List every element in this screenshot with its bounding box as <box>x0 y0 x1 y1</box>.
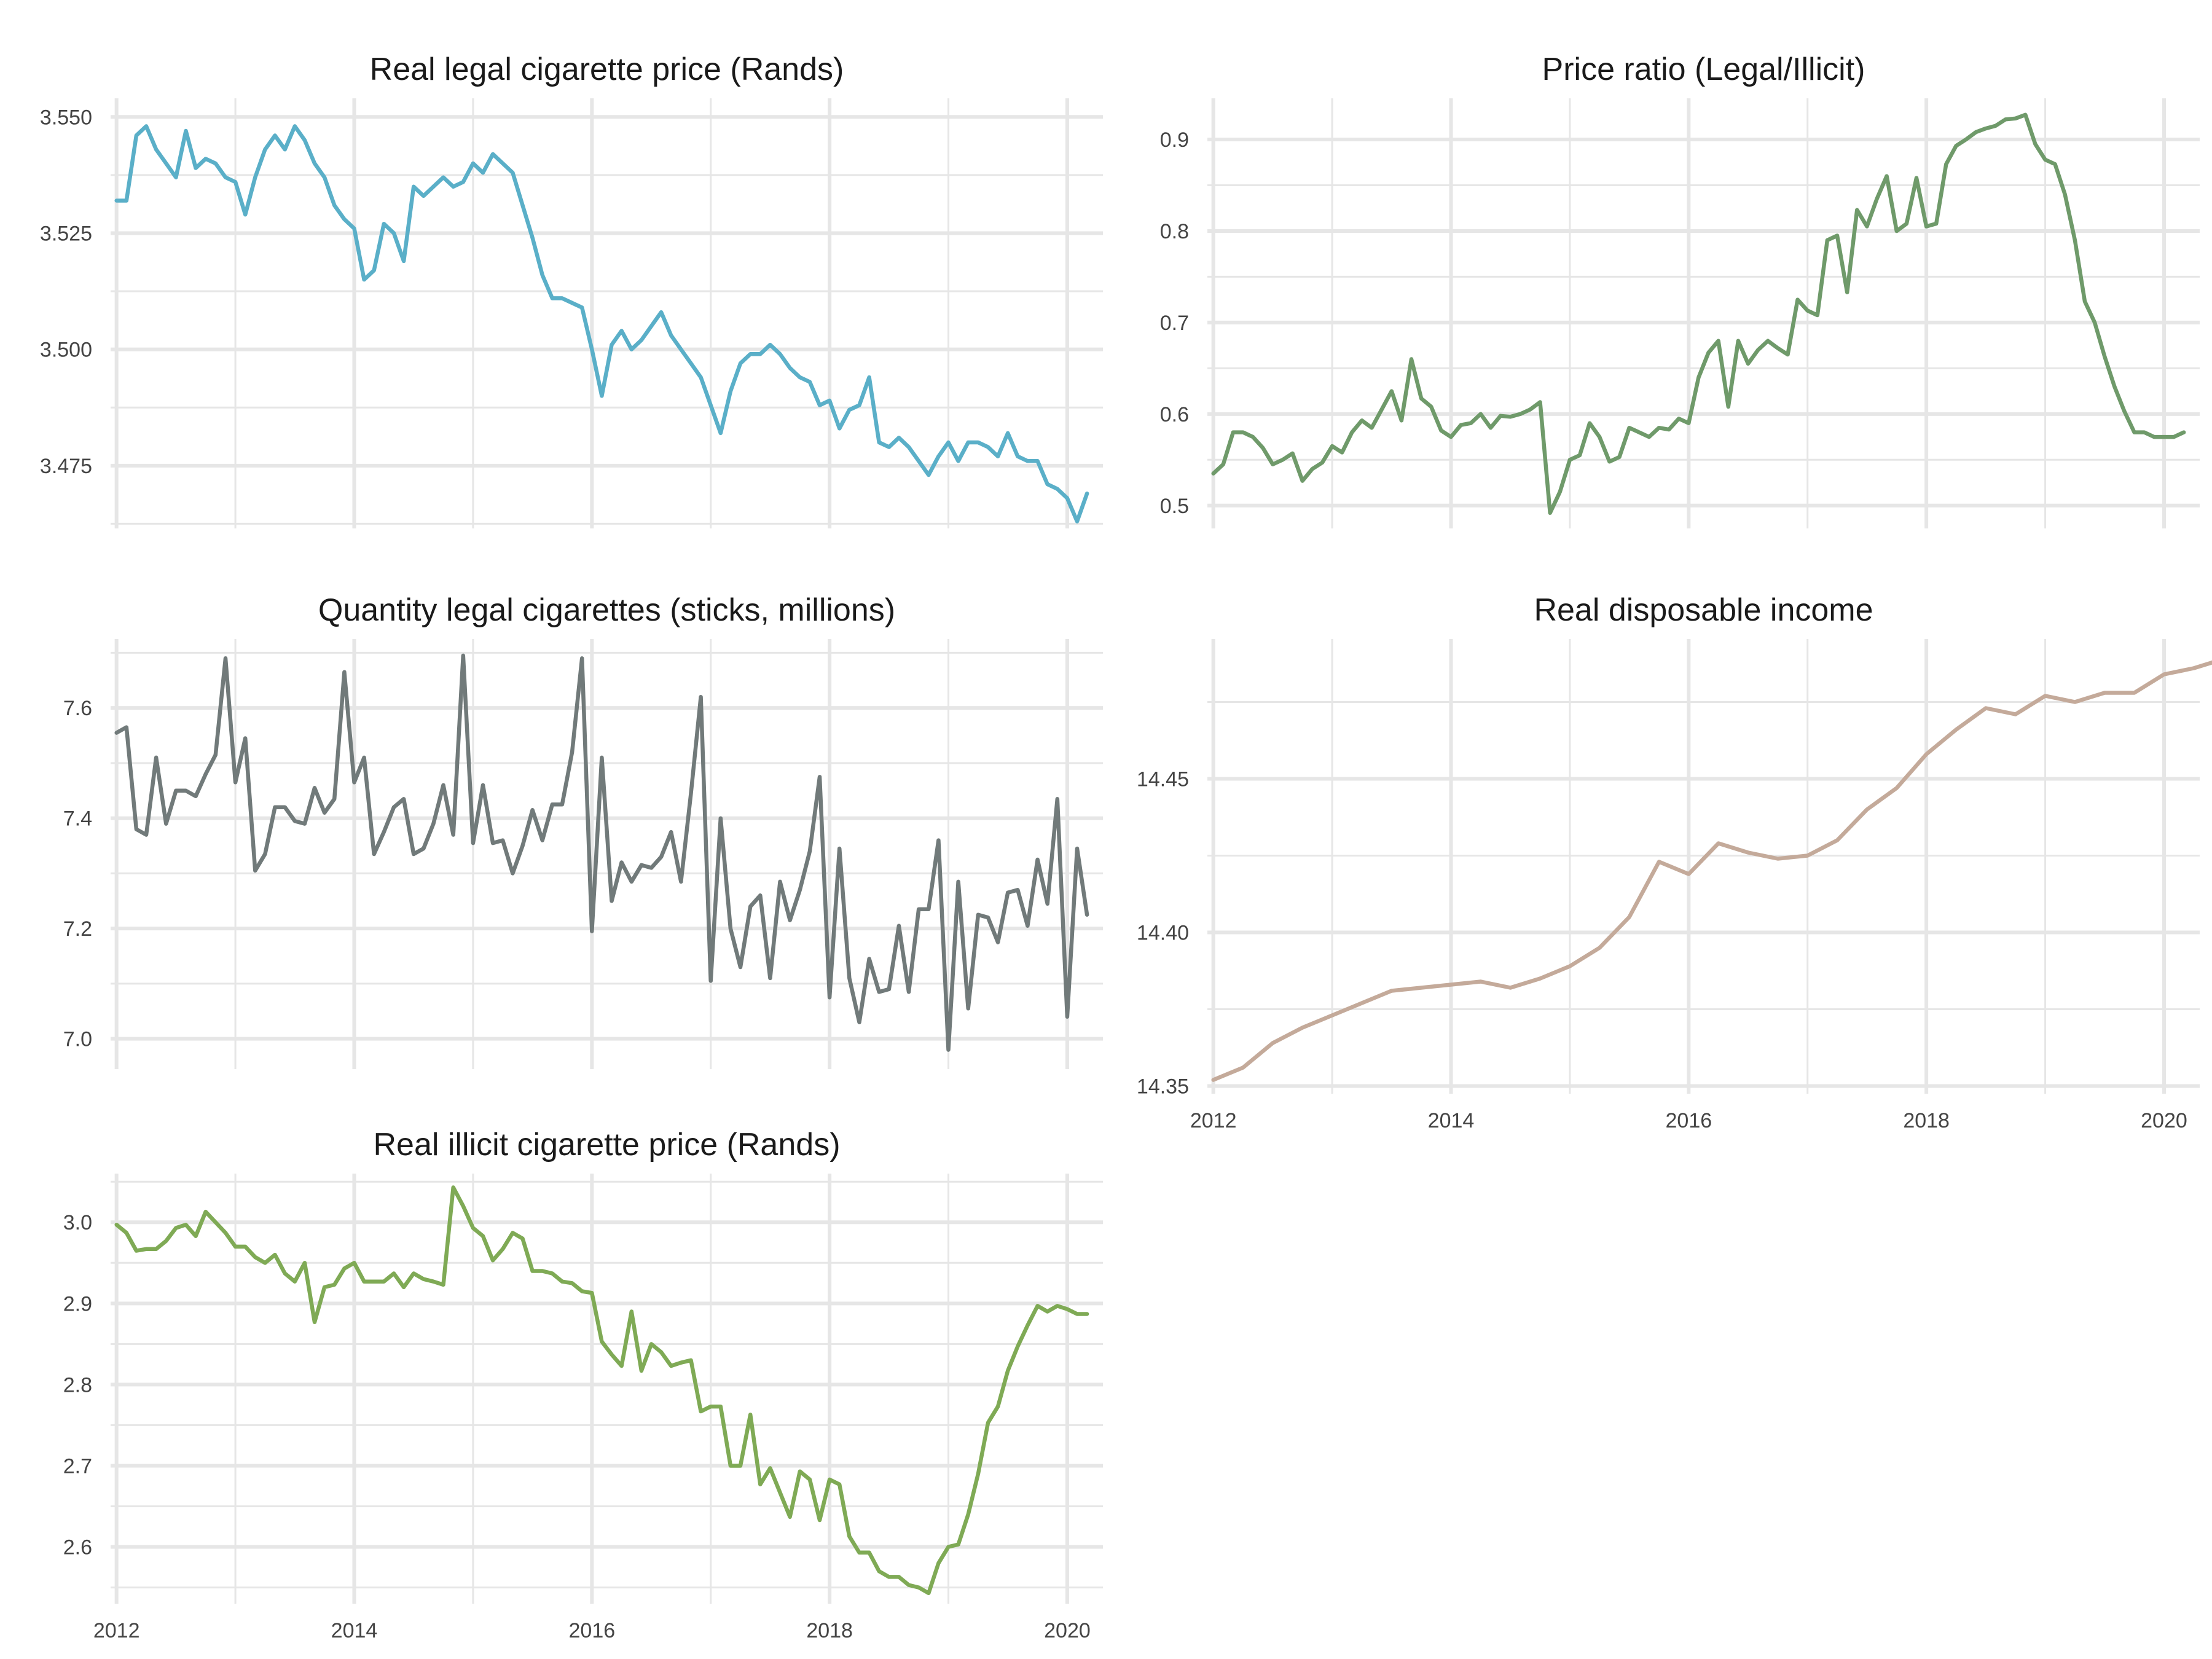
y-tick-label: 0.5 <box>1160 495 1189 518</box>
series-line <box>1211 660 2212 1082</box>
y-tick-label: 14.45 <box>1137 768 1189 791</box>
chart-title: Real disposable income <box>1534 592 1873 628</box>
y-tick-label: 3.550 <box>40 106 92 129</box>
y-tick-label: 2.9 <box>63 1292 92 1316</box>
series-line <box>1211 112 2186 515</box>
chart-title: Real legal cigarette price (Rands) <box>370 52 844 87</box>
x-tick-label: 2014 <box>331 1619 378 1642</box>
chart-title: Real illicit cigarette price (Rands) <box>373 1127 840 1163</box>
x-tick-label: 2012 <box>1190 1109 1237 1132</box>
y-tick-label: 7.2 <box>63 917 92 941</box>
panel-legal-quantity: 7.0 7.2 7.4 7.6 Quantity legal cigarettes (s… <box>63 592 1103 1069</box>
panel-price-ratio: 0.5 0.6 0.7 0.8 0.9 Price ratio (Legal/Illici… <box>1160 52 2200 528</box>
y-tick-label: 2.7 <box>63 1454 92 1478</box>
x-tick-label: 2020 <box>2141 1109 2187 1132</box>
y-tick-label: 7.0 <box>63 1028 92 1051</box>
x-tick-label: 2020 <box>1044 1619 1091 1642</box>
y-tick-label: 3.525 <box>40 222 92 245</box>
x-tick-label: 2018 <box>806 1619 853 1642</box>
x-tick-label: 2016 <box>569 1619 616 1642</box>
series-line <box>114 124 1089 524</box>
y-tick-label: 3.475 <box>40 455 92 478</box>
y-tick-label: 14.40 <box>1137 922 1189 945</box>
y-tick-label: 2.8 <box>63 1373 92 1397</box>
y-tick-label: 0.6 <box>1160 403 1189 426</box>
y-tick-label: 14.35 <box>1137 1075 1189 1099</box>
y-tick-label: 0.8 <box>1160 220 1189 243</box>
chart-title: Quantity legal cigarettes (sticks, milli… <box>318 592 895 628</box>
series-line <box>114 653 1089 1052</box>
y-tick-label: 0.7 <box>1160 312 1189 335</box>
panel-legal-price: 3.475 3.500 3.525 3.550 Real legal cigarette… <box>40 52 1103 528</box>
y-tick-label: 0.9 <box>1160 128 1189 152</box>
chart-title: Price ratio (Legal/Illicit) <box>1542 52 1865 87</box>
x-tick-label: 2012 <box>93 1619 140 1642</box>
x-tick-label: 2016 <box>1666 1109 1712 1132</box>
y-tick-label: 2.6 <box>63 1536 92 1559</box>
x-tick-label: 2014 <box>1428 1109 1475 1132</box>
series-line <box>114 1185 1089 1596</box>
panel-illicit-price: 2.6 2.7 2.8 2.9 3.0 2012 2014 2016 2018 2020 Real … <box>63 1127 1103 1642</box>
y-tick-label: 7.6 <box>63 697 92 720</box>
y-tick-label: 3.500 <box>40 339 92 362</box>
panel-disposable-income: 14.35 14.40 14.45 2012 2014 2016 2018 2020 Real … <box>1137 592 2212 1132</box>
y-tick-label: 3.0 <box>63 1211 92 1234</box>
x-tick-label: 2018 <box>1903 1109 1950 1132</box>
y-tick-label: 7.4 <box>63 807 92 831</box>
